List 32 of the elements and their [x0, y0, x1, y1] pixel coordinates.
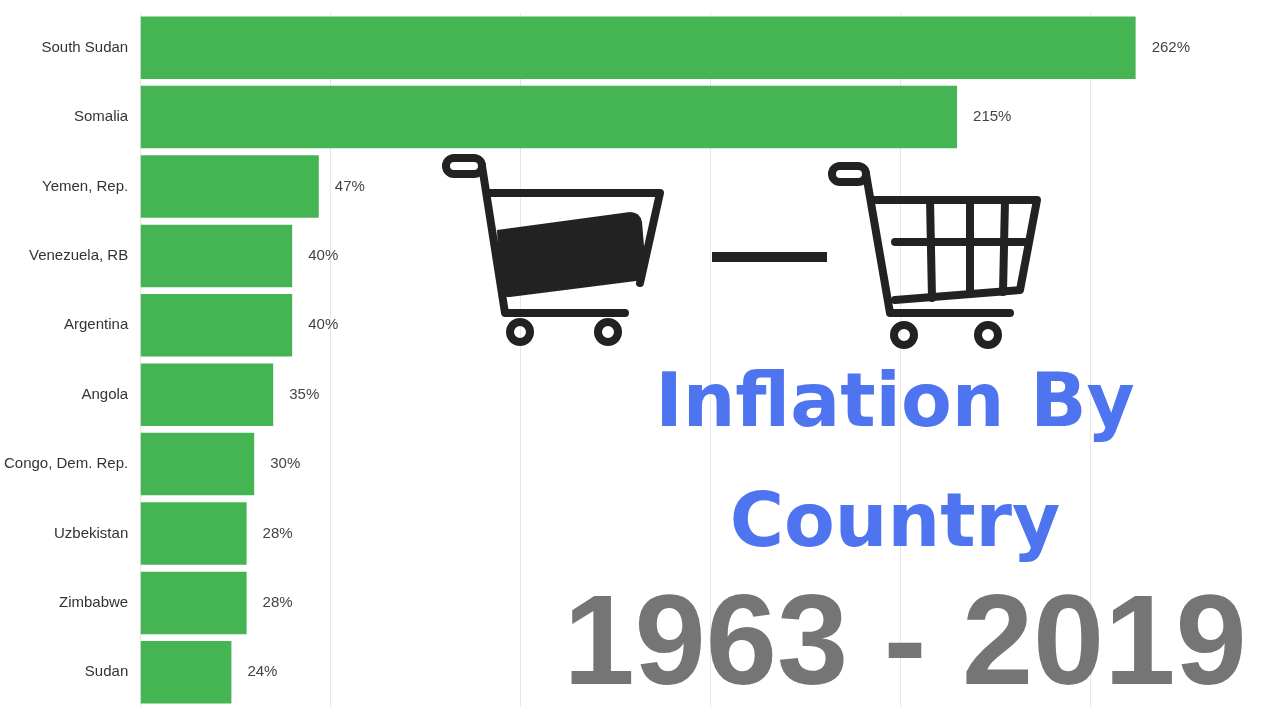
data-label: 24% — [247, 662, 278, 680]
y-tick-label: Congo, Dem. Rep. — [3, 454, 129, 472]
data-label: 35% — [289, 384, 320, 402]
bar — [140, 641, 232, 704]
data-label: 30% — [270, 454, 301, 472]
bar — [140, 502, 247, 565]
data-label: 40% — [308, 315, 339, 333]
y-tick-label: Sudan — [84, 662, 129, 680]
bar — [140, 85, 958, 149]
y-tick-label: Argentina — [64, 315, 129, 333]
bar — [140, 294, 293, 357]
data-label: 40% — [308, 246, 339, 264]
data-label: 215% — [973, 107, 1012, 125]
bar — [140, 571, 247, 635]
data-label: 262% — [1151, 37, 1190, 55]
bar — [140, 224, 293, 288]
text: Inflation By Country — [655, 357, 1135, 563]
bar — [140, 432, 255, 496]
data-label: 28% — [262, 523, 293, 541]
y-tick-label: Yemen, Rep. — [42, 176, 129, 194]
bar — [140, 155, 319, 218]
y-tick-label: Somalia — [74, 107, 129, 125]
y-tick-label: Angola — [81, 384, 129, 402]
bar — [140, 363, 274, 426]
y-tick-label: Venezuela, RB — [28, 246, 129, 264]
y-tick-label: Uzbekistan — [54, 523, 129, 541]
data-label: 28% — [262, 593, 293, 611]
bar — [140, 16, 1136, 79]
y-tick-label: Zimbabwe — [59, 593, 129, 611]
y-tick-label: South Sudan — [41, 37, 129, 55]
text: 1963 - 2019 — [562, 568, 1248, 711]
data-label: 47% — [334, 176, 365, 194]
